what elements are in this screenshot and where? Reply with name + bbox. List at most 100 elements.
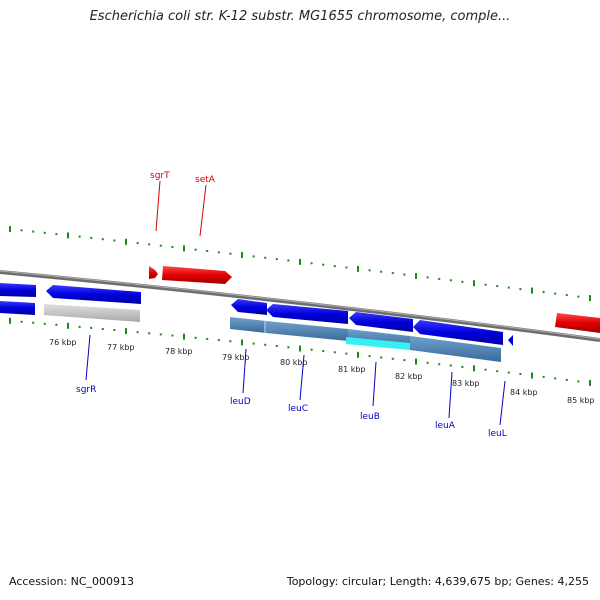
cds-left-blue-1[interactable] — [0, 283, 36, 297]
upper-ruler-major-tick — [67, 232, 69, 239]
lower-ruler-minor-tick — [322, 350, 325, 352]
gene-leuA-region[interactable] — [410, 336, 501, 362]
lower-ruler-minor-tick — [345, 352, 348, 355]
gene-sgrR-region[interactable] — [44, 304, 140, 322]
lower-ruler — [9, 317, 591, 386]
lower-ruler-minor-tick — [565, 378, 568, 381]
lower-ruler-minor-tick — [438, 363, 441, 366]
cds-sgrR[interactable] — [46, 285, 141, 304]
upper-ruler-minor-tick — [496, 285, 499, 288]
lower-ruler-minor-tick — [461, 365, 464, 368]
lower-ruler-minor-tick — [32, 321, 35, 324]
lower-ruler-major-tick — [473, 365, 475, 372]
upper-ruler-minor-tick — [90, 236, 93, 239]
lower-ruler-minor-tick — [136, 331, 139, 334]
upper-ruler-minor-tick — [565, 294, 568, 297]
upper-ruler-minor-tick — [55, 233, 58, 236]
upper-ruler-minor-tick — [20, 229, 23, 232]
cds-right-red[interactable] — [555, 313, 600, 333]
kbp-label: 84 kbp — [510, 388, 538, 397]
upper-ruler-minor-tick — [43, 231, 46, 234]
cds-leuC[interactable] — [266, 304, 348, 324]
lower-ruler-minor-tick — [264, 343, 267, 346]
upper-ruler-minor-tick — [507, 286, 510, 289]
lower-ruler-minor-tick — [310, 348, 313, 351]
lower-ruler-major-tick — [299, 345, 301, 352]
lower-ruler-major-tick — [589, 379, 591, 386]
upper-ruler — [9, 226, 591, 302]
forward-gene-labels: sgrT setA — [150, 171, 216, 237]
lower-ruler-minor-tick — [101, 328, 104, 330]
gene-label-sgrT[interactable]: sgrT — [150, 171, 170, 181]
lower-ruler-major-tick — [531, 372, 533, 379]
lower-ruler-minor-tick — [287, 346, 290, 349]
upper-ruler-minor-tick — [136, 242, 139, 245]
gene-label-sgrR[interactable]: sgrR — [76, 385, 96, 395]
lower-ruler-minor-tick — [171, 334, 174, 337]
lower-ruler-major-tick — [125, 328, 127, 335]
upper-ruler-minor-tick — [391, 272, 394, 275]
lower-ruler-minor-tick — [542, 375, 545, 378]
upper-ruler-minor-tick — [333, 265, 336, 268]
upper-ruler-minor-tick — [113, 239, 116, 242]
cds-leuA[interactable] — [413, 320, 503, 345]
lower-ruler-minor-tick — [449, 364, 452, 367]
lower-ruler-minor-tick — [507, 371, 510, 374]
lower-ruler-minor-tick — [368, 355, 371, 358]
upper-ruler-major-tick — [473, 280, 475, 287]
gene-leuC-region[interactable] — [266, 321, 348, 341]
lower-ruler-minor-tick — [426, 361, 429, 364]
genome-summary: Topology: circular; Length: 4,639,675 bp… — [286, 575, 589, 588]
lower-ruler-minor-tick — [484, 368, 487, 371]
gene-label-leuL[interactable]: leuL — [488, 429, 507, 439]
upper-ruler-minor-tick — [101, 238, 104, 241]
lower-ruler-major-tick — [67, 322, 69, 329]
upper-ruler-minor-tick — [171, 246, 174, 248]
gene-label-leuB[interactable]: leuB — [360, 412, 380, 422]
gene-label-leuC[interactable]: leuC — [288, 404, 308, 414]
upper-ruler-minor-tick — [577, 295, 580, 298]
cds-setA[interactable] — [162, 266, 232, 284]
chromosome-backbone — [0, 270, 600, 342]
upper-ruler-minor-tick — [229, 252, 232, 255]
lower-ruler-minor-tick — [577, 380, 580, 383]
lower-ruler-minor-tick — [78, 325, 81, 328]
cds-leuD[interactable] — [231, 299, 267, 315]
upper-ruler-minor-tick — [78, 235, 81, 238]
lower-ruler-minor-tick — [206, 337, 209, 340]
gene-leuB-highlight[interactable] — [346, 337, 410, 350]
reverse-gene-labels: sgrR leuD leuC leuB leuA leuL — [76, 334, 507, 439]
lower-ruler-minor-tick — [43, 322, 46, 325]
upper-ruler-minor-tick — [217, 251, 220, 254]
gene-label-leuA[interactable]: leuA — [435, 421, 456, 431]
lower-ruler-minor-tick — [113, 329, 116, 331]
cds-left-blue-2[interactable] — [0, 301, 35, 315]
gene-leuD-region[interactable] — [230, 317, 266, 333]
upper-ruler-minor-tick — [159, 244, 162, 247]
kbp-label: 79 kbp — [222, 353, 250, 362]
lower-ruler-minor-tick — [90, 326, 93, 329]
upper-ruler-minor-tick — [380, 270, 383, 273]
upper-ruler-minor-tick — [206, 250, 209, 252]
lower-ruler-minor-tick — [55, 323, 58, 326]
cds-sgrT[interactable] — [149, 266, 158, 279]
gene-label-leuD[interactable]: leuD — [230, 397, 251, 407]
kbp-label: 85 kbp — [567, 396, 595, 405]
lower-ruler-minor-tick — [519, 373, 522, 375]
kbp-label: 82 kbp — [395, 372, 423, 381]
upper-ruler-minor-tick — [252, 255, 255, 258]
lower-ruler-major-tick — [9, 317, 11, 324]
lower-ruler-minor-tick — [380, 356, 383, 359]
lower-ruler-minor-tick — [275, 345, 278, 347]
cds-leuL[interactable] — [508, 335, 513, 346]
gene-label-setA[interactable]: setA — [195, 175, 216, 185]
upper-ruler-minor-tick — [345, 266, 348, 269]
upper-ruler-minor-tick — [554, 292, 557, 295]
cds-leuB[interactable] — [349, 312, 413, 332]
lower-ruler-minor-tick — [333, 351, 336, 354]
upper-ruler-major-tick — [357, 265, 359, 272]
upper-ruler-minor-tick — [484, 283, 487, 286]
upper-ruler-major-tick — [589, 295, 591, 302]
lower-ruler-minor-tick — [217, 339, 220, 342]
